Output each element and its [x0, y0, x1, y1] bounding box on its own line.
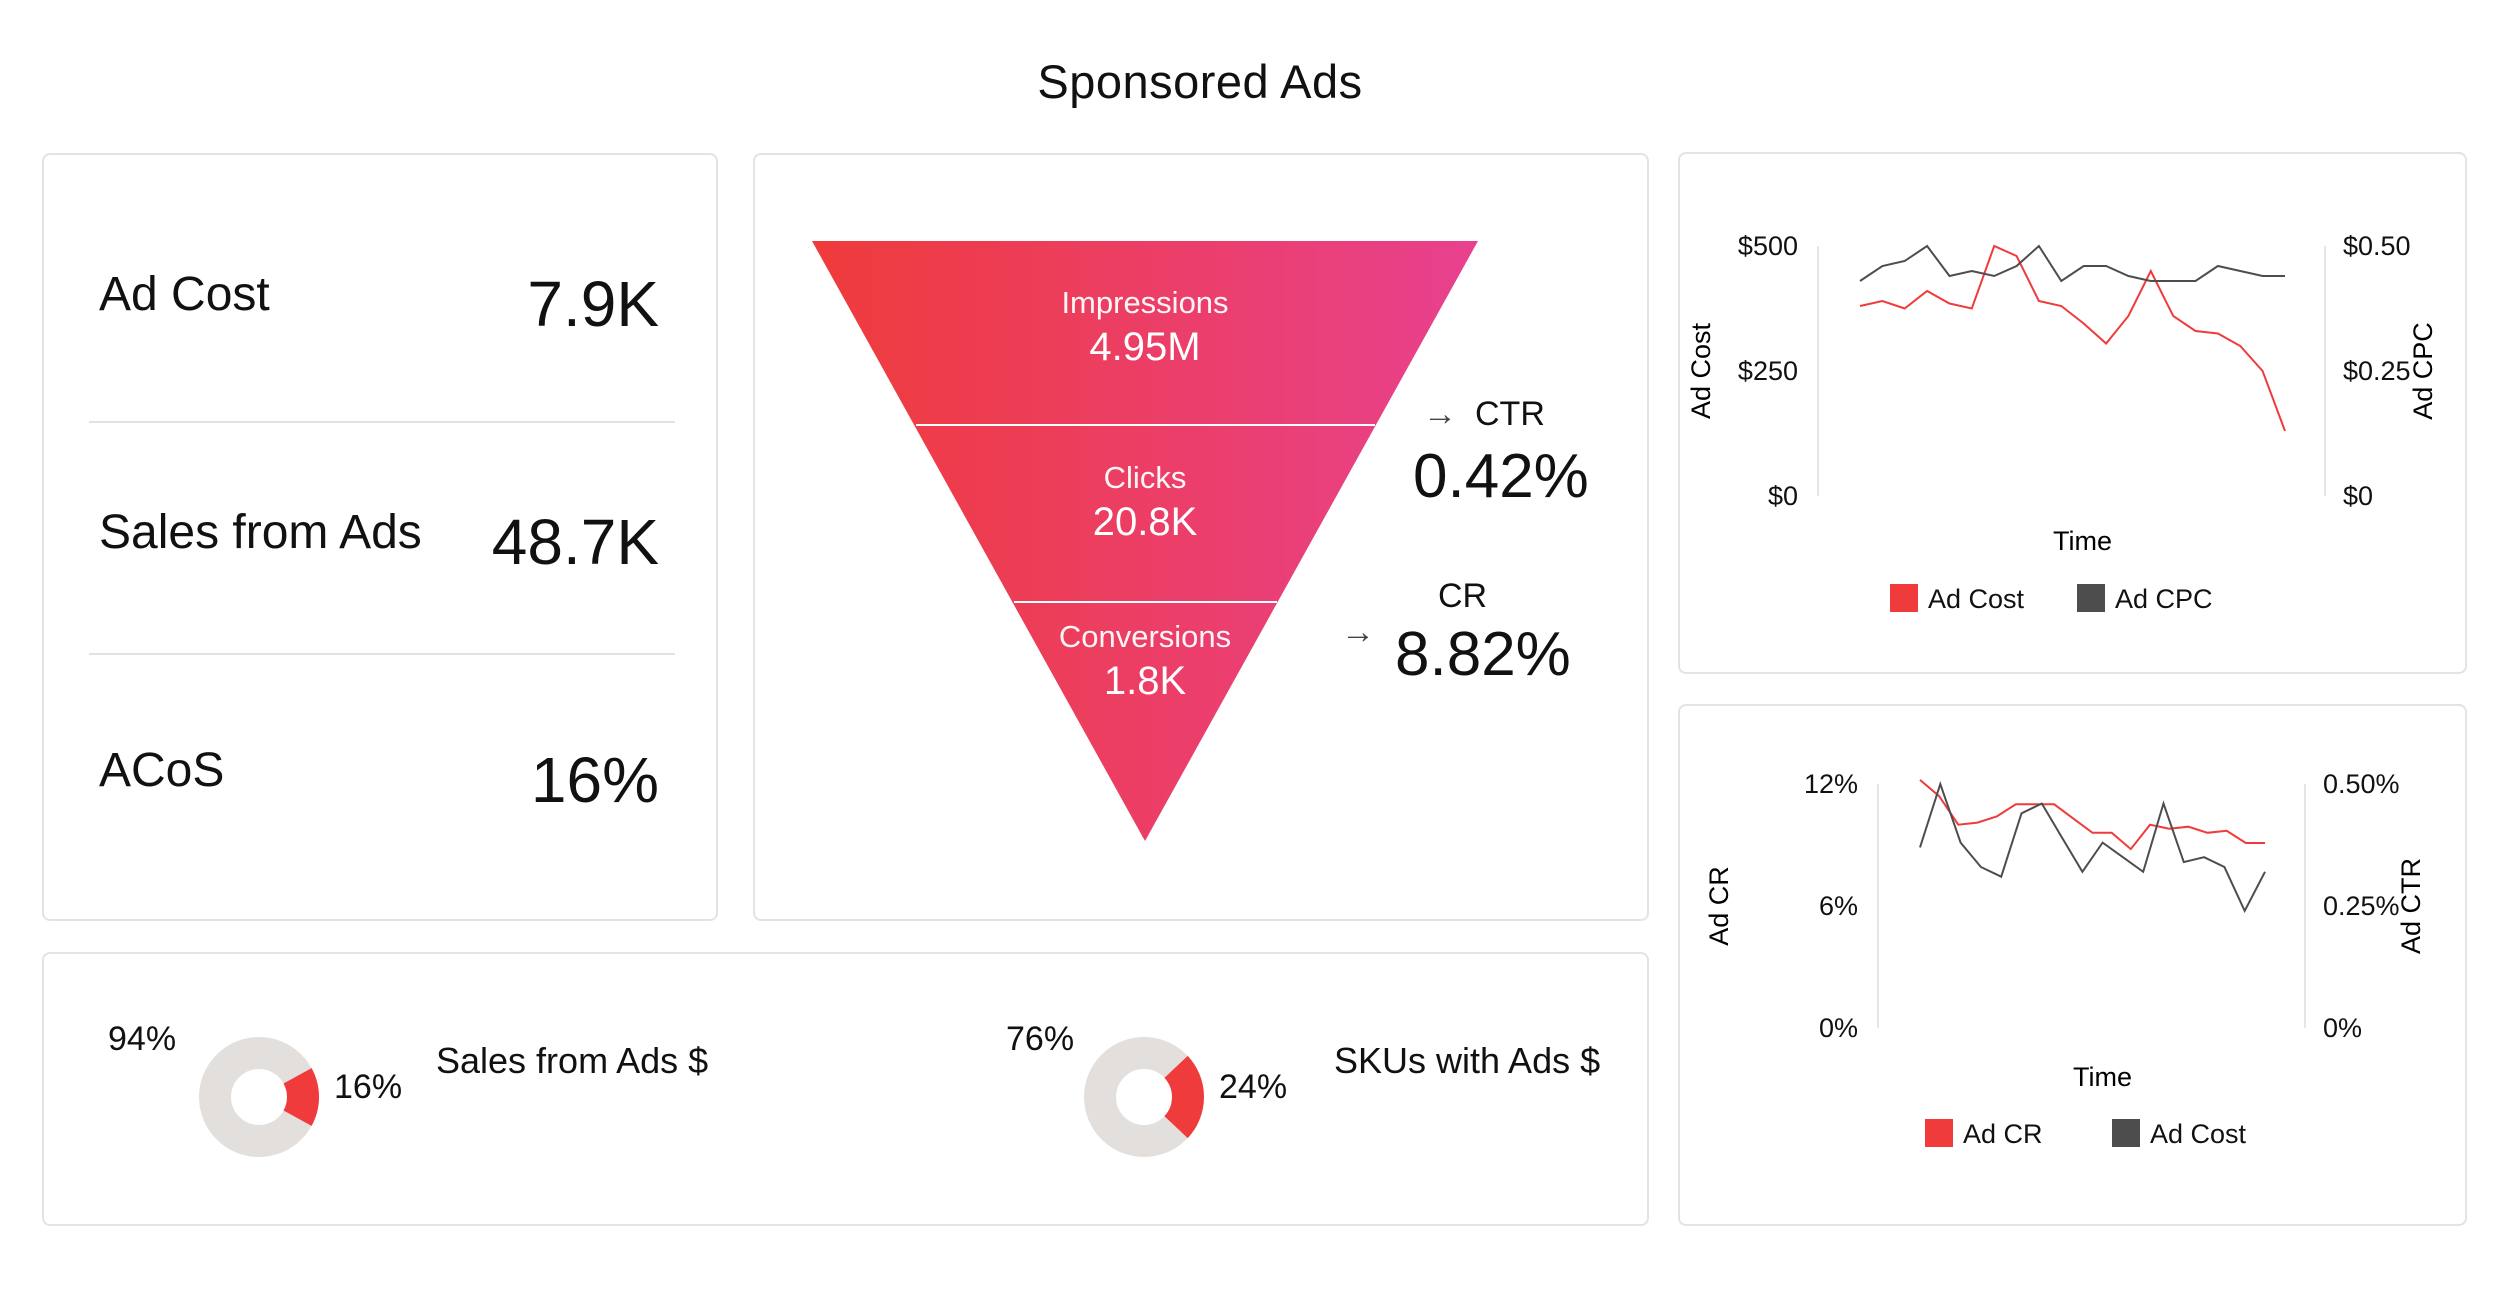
donut-outer-label: 76%: [1006, 1020, 1075, 1058]
funnel-stage-value: 4.95M: [1089, 325, 1201, 369]
donut-chart: [1084, 1037, 1204, 1157]
y-tick-right: 0%: [2323, 1013, 2362, 1043]
ad-cr-ctr-chart: 12% 6% 0% 0.50% 0.25% 0% Ad CR Ad CTR Time Ad CR A…: [1704, 769, 2426, 1149]
ad-cost-cpc-chart: $500$250$0$0.50$0.25$0Ad Cost Ad CPCTimeA…: [1686, 231, 2438, 614]
y-tick-left: $500: [1738, 231, 1798, 261]
donut-title: SKUs with Ads $: [1334, 1040, 1601, 1081]
y-axis-label-left: Ad Cost: [1686, 322, 1716, 419]
legend-label: Ad Cost: [1928, 584, 2025, 614]
donut-highlight-slice: [283, 1068, 319, 1126]
page-title: Sponsored Ads: [1037, 55, 1363, 108]
funnel-graphic: [812, 241, 1478, 841]
y-axis-label-right: Ad CTR: [2396, 858, 2426, 954]
funnel-stage-value: 20.8K: [1092, 500, 1198, 544]
kpi-ad-cost: Ad Cost 7.9K: [99, 267, 659, 367]
funnel-stage-value: 1.8K: [1103, 659, 1187, 703]
funnel-stage-clicks: Clicks 20.8K: [945, 460, 1345, 545]
cr-label: CR: [1438, 577, 1488, 615]
donut-highlight-slice: [1163, 1055, 1204, 1139]
series-line-ad-cost: [1859, 244, 2286, 432]
kpi-label: Sales from Ads: [99, 506, 422, 559]
legend-label: Ad CPC: [2115, 584, 2213, 614]
y-tick-left: $250: [1738, 356, 1798, 386]
funnel-card: Impressions 4.95M Clicks 20.8K Conversio…: [753, 153, 1649, 921]
donut-inner-label: 16%: [334, 1068, 403, 1106]
x-axis-label: Time: [2073, 1062, 2132, 1092]
y-axis-label-left: Ad CR: [1704, 866, 1734, 946]
kpi-sales-from-ads: Sales from Ads 48.7K: [99, 505, 659, 605]
y-tick-right: $0.25: [2343, 356, 2411, 386]
divider: [89, 653, 675, 655]
y-tick-right: 0.25%: [2323, 891, 2400, 921]
arrow-right-icon: →: [1341, 613, 1375, 651]
y-tick-left: 6%: [1819, 891, 1858, 921]
donut-chart: [199, 1037, 319, 1157]
y-axis-label-right: Ad CPC: [2408, 322, 2438, 420]
kpi-value: 7.9K: [527, 268, 659, 340]
y-tick-left: 0%: [1819, 1013, 1858, 1043]
kpi-label: Ad Cost: [99, 268, 270, 321]
legend-swatch: [2112, 1119, 2140, 1147]
donut-card: 94% 16% Sales from Ads $ 76% 24% SKUs wi…: [42, 952, 1649, 1226]
y-tick-right: $0: [2343, 481, 2373, 511]
legend-label: Ad CR: [1963, 1119, 2043, 1149]
ad-cost-cpc-chart-card: $500 $250 $0 $0.50 $0.25 $0 Ad Cost Ad CPC Time A…: [1678, 152, 2467, 674]
y-tick-left: 12%: [1804, 769, 1858, 799]
legend-swatch: [1890, 584, 1918, 612]
ctr-label: CTR: [1475, 395, 1545, 433]
funnel-triangle: [812, 241, 1478, 841]
funnel-stage-label: Conversions: [1058, 619, 1232, 654]
series-line-ad-cost: [1919, 780, 2266, 914]
arrow-right-icon: →: [1423, 395, 1457, 433]
ctr-value: 0.42%: [1413, 442, 1589, 511]
donut-outer-label: 94%: [108, 1020, 177, 1058]
funnel-stage-impressions: Impressions 4.95M: [945, 285, 1345, 370]
funnel-stage-label: Impressions: [1061, 285, 1229, 320]
kpi-label: ACoS: [99, 744, 225, 797]
kpi-value: 16%: [530, 744, 659, 816]
series-line-ad-cr: [1919, 779, 2265, 851]
legend-label: Ad Cost: [2150, 1119, 2247, 1149]
kpi-card: Ad Cost 7.9K Sales from Ads 48.7K ACoS 1…: [42, 153, 718, 921]
y-tick-right: 0.50%: [2323, 769, 2400, 799]
donut-inner-label: 24%: [1219, 1068, 1288, 1106]
ad-cr-ctr-chart-card: 12% 6% 0% 0.50% 0.25% 0% Ad CR Ad CTR Time Ad CR A…: [1678, 704, 2467, 1226]
series-line-ad-cpc: [1859, 244, 2285, 283]
kpi-acos: ACoS 16%: [99, 743, 659, 843]
legend-swatch: [1925, 1119, 1953, 1147]
x-axis-label: Time: [2053, 526, 2112, 556]
kpi-value: 48.7K: [491, 506, 659, 578]
cr-value: 8.82%: [1395, 620, 1571, 689]
funnel-stage-label: Clicks: [1103, 460, 1187, 495]
y-tick-right: $0.50: [2343, 231, 2411, 261]
divider: [89, 421, 675, 423]
funnel-stage-conversions: Conversions 1.8K: [945, 619, 1345, 704]
y-tick-left: $0: [1768, 481, 1798, 511]
donut-title: Sales from Ads $: [436, 1040, 709, 1081]
legend-swatch: [2077, 584, 2105, 612]
